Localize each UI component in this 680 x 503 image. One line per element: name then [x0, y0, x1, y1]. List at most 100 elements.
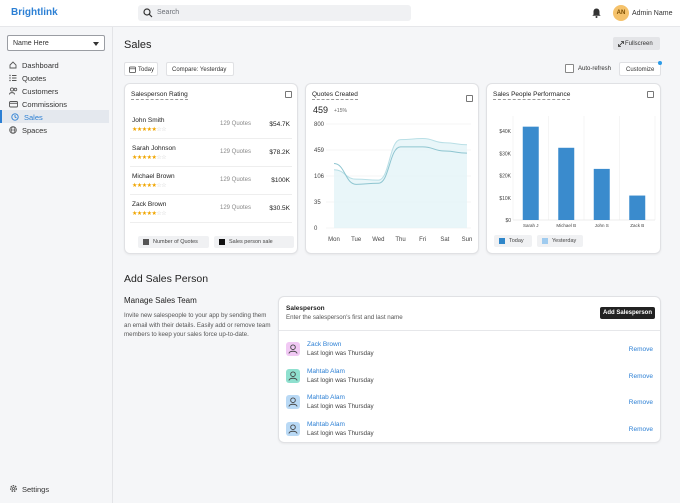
notification-dot	[658, 61, 662, 65]
x-tick-label: Fri	[419, 237, 426, 243]
legend-item: Number of Quotes	[138, 236, 209, 248]
salesperson-name: Sarah Johnson	[132, 145, 176, 152]
quotes-change: +15%	[334, 108, 347, 114]
avatar	[286, 395, 300, 409]
search-icon	[143, 8, 153, 18]
remove-button[interactable]: Remove	[628, 346, 653, 353]
y-tick-label: 459	[314, 148, 325, 154]
y-tick-label: 35	[314, 200, 321, 206]
x-tick-label: Michael B	[556, 223, 576, 228]
search-input[interactable]: Search	[138, 5, 411, 21]
rating-row[interactable]: Zack Brown ★★★★★☆☆ 129 Quotes $30.5K	[130, 195, 292, 223]
series-line	[333, 138, 468, 181]
y-tick-label: $10K	[499, 196, 511, 202]
last-login: Last login was Thursday	[307, 403, 374, 410]
auto-refresh-checkbox[interactable]	[565, 64, 574, 73]
fullscreen-button[interactable]: Fullscreen	[613, 37, 660, 50]
legend-swatch	[499, 238, 505, 244]
x-tick-label: Sarah J	[523, 223, 539, 228]
list-icon	[9, 74, 17, 82]
sales-icon	[11, 113, 19, 121]
sidebar-item-spaces[interactable]: Spaces	[0, 123, 109, 136]
y-tick-label: 106	[314, 174, 325, 180]
salesperson-name: Michael Brown	[132, 173, 175, 180]
quotes-count: 129 Quotes	[220, 177, 252, 183]
expand-icon[interactable]	[285, 91, 292, 98]
today-button[interactable]: Today	[124, 62, 158, 76]
sidebar-item-customers[interactable]: Customers	[0, 84, 109, 97]
compare-button[interactable]: Compare: Yesterday	[166, 62, 234, 76]
list-item: Mahtab Alam Last login was Thursday Remo…	[279, 391, 660, 418]
workspace-select[interactable]: Name Here	[7, 35, 105, 51]
auto-refresh-label: Auto-refresh	[578, 66, 612, 72]
customize-button[interactable]: Customize	[619, 61, 662, 76]
today-label: Today	[138, 66, 155, 73]
person-name[interactable]: Mahtab Alam	[307, 394, 345, 401]
salesperson-panel: Salesperson Enter the salesperson's firs…	[278, 296, 661, 443]
quotes-created-card: Quotes Created 459 +15% 800 459 106 35 0 Mon T…	[305, 83, 479, 254]
panel-title: Salesperson	[286, 305, 325, 312]
home-icon	[9, 61, 17, 69]
sidebar-item-label: Customers	[22, 87, 59, 96]
card-title: Sales People Performance	[493, 91, 571, 100]
remove-button[interactable]: Remove	[628, 373, 653, 380]
person-name[interactable]: Mahtab Alam	[307, 421, 345, 428]
section-title: Add Sales Person	[124, 273, 209, 285]
avatar	[286, 342, 300, 356]
expand-icon[interactable]	[466, 95, 473, 102]
sidebar-item-sales[interactable]: Sales	[0, 110, 109, 123]
legend-label: Yesterday	[552, 238, 577, 244]
sidebar-item-label: Spaces	[22, 126, 48, 135]
last-login: Last login was Thursday	[307, 377, 374, 384]
sidebar-item-commissions[interactable]: Commissions	[0, 97, 109, 110]
sidebar-item-quotes[interactable]: Quotes	[0, 71, 109, 84]
stars-icon: ★★★★★☆☆	[132, 183, 167, 189]
sales-bar-chart: $0 $10K $20K $30K $40K Sarah J Michael B John S…	[499, 116, 656, 228]
expand-icon[interactable]	[647, 91, 654, 98]
last-login: Last login was Thursday	[307, 430, 374, 437]
wallet-icon	[9, 101, 18, 108]
bell-icon[interactable]	[592, 8, 601, 18]
x-tick-label: Sun	[462, 237, 473, 243]
sidebar-item-label: Settings	[22, 485, 50, 494]
bar	[593, 168, 610, 220]
add-salesperson-button[interactable]: Add Salesperson	[600, 307, 655, 319]
rating-row[interactable]: Sarah Johnson ★★★★★☆☆ 129 Quotes $78.2K	[130, 139, 292, 167]
person-name[interactable]: Mahtab Alam	[307, 368, 345, 375]
sale-amount: $78.2K	[269, 149, 290, 156]
users-icon	[9, 87, 18, 95]
customize-label: Customize	[626, 66, 655, 73]
sale-amount: $30.5K	[269, 205, 290, 212]
card-title: Salesperson Rating	[131, 91, 188, 100]
y-tick-label: 800	[314, 122, 325, 128]
y-tick-label: 0	[314, 226, 318, 232]
page-title: Sales	[124, 39, 152, 51]
y-tick-label: $30K	[499, 151, 511, 157]
x-tick-label: Wed	[372, 237, 384, 243]
rating-row[interactable]: Michael Brown ★★★★★☆☆ 129 Quotes $100K	[130, 167, 292, 195]
rating-row[interactable]: John Smith ★★★★★☆☆ 129 Quotes $54.7K	[130, 111, 292, 139]
person-name[interactable]: Zack Brown	[307, 341, 342, 348]
sale-amount: $54.7K	[269, 121, 290, 128]
y-tick-label: $40K	[499, 129, 511, 135]
stars-icon: ★★★★★☆☆	[132, 127, 167, 133]
salesperson-name: Zack Brown	[132, 201, 167, 208]
remove-button[interactable]: Remove	[628, 426, 653, 433]
sidebar: Name Here Dashboard Quotes Customers Com…	[0, 27, 113, 503]
last-login: Last login was Thursday	[307, 350, 374, 357]
remove-button[interactable]: Remove	[628, 399, 653, 406]
user-icon	[288, 344, 298, 354]
user-name[interactable]: Admin Name	[632, 10, 673, 17]
user-avatar[interactable]: AN	[613, 5, 629, 21]
sidebar-item-label: Quotes	[22, 74, 47, 83]
top-bar: Brightlink Search AN Admin Name	[0, 0, 680, 27]
sidebar-item-dashboard[interactable]: Dashboard	[0, 58, 109, 71]
quotes-count: 129 Quotes	[220, 121, 252, 127]
app-logo[interactable]: Brightlink	[11, 7, 58, 18]
list-item: Mahtab Alam Last login was Thursday Remo…	[279, 418, 660, 445]
x-tick-label: John S	[595, 223, 609, 228]
sidebar-item-settings[interactable]: Settings	[9, 484, 49, 495]
salesperson-rating-card: Salesperson Rating John Smith ★★★★★☆☆ 12…	[124, 83, 298, 254]
panel-description: Enter the salesperson's first and last n…	[286, 314, 403, 321]
legend-swatch	[219, 239, 225, 245]
